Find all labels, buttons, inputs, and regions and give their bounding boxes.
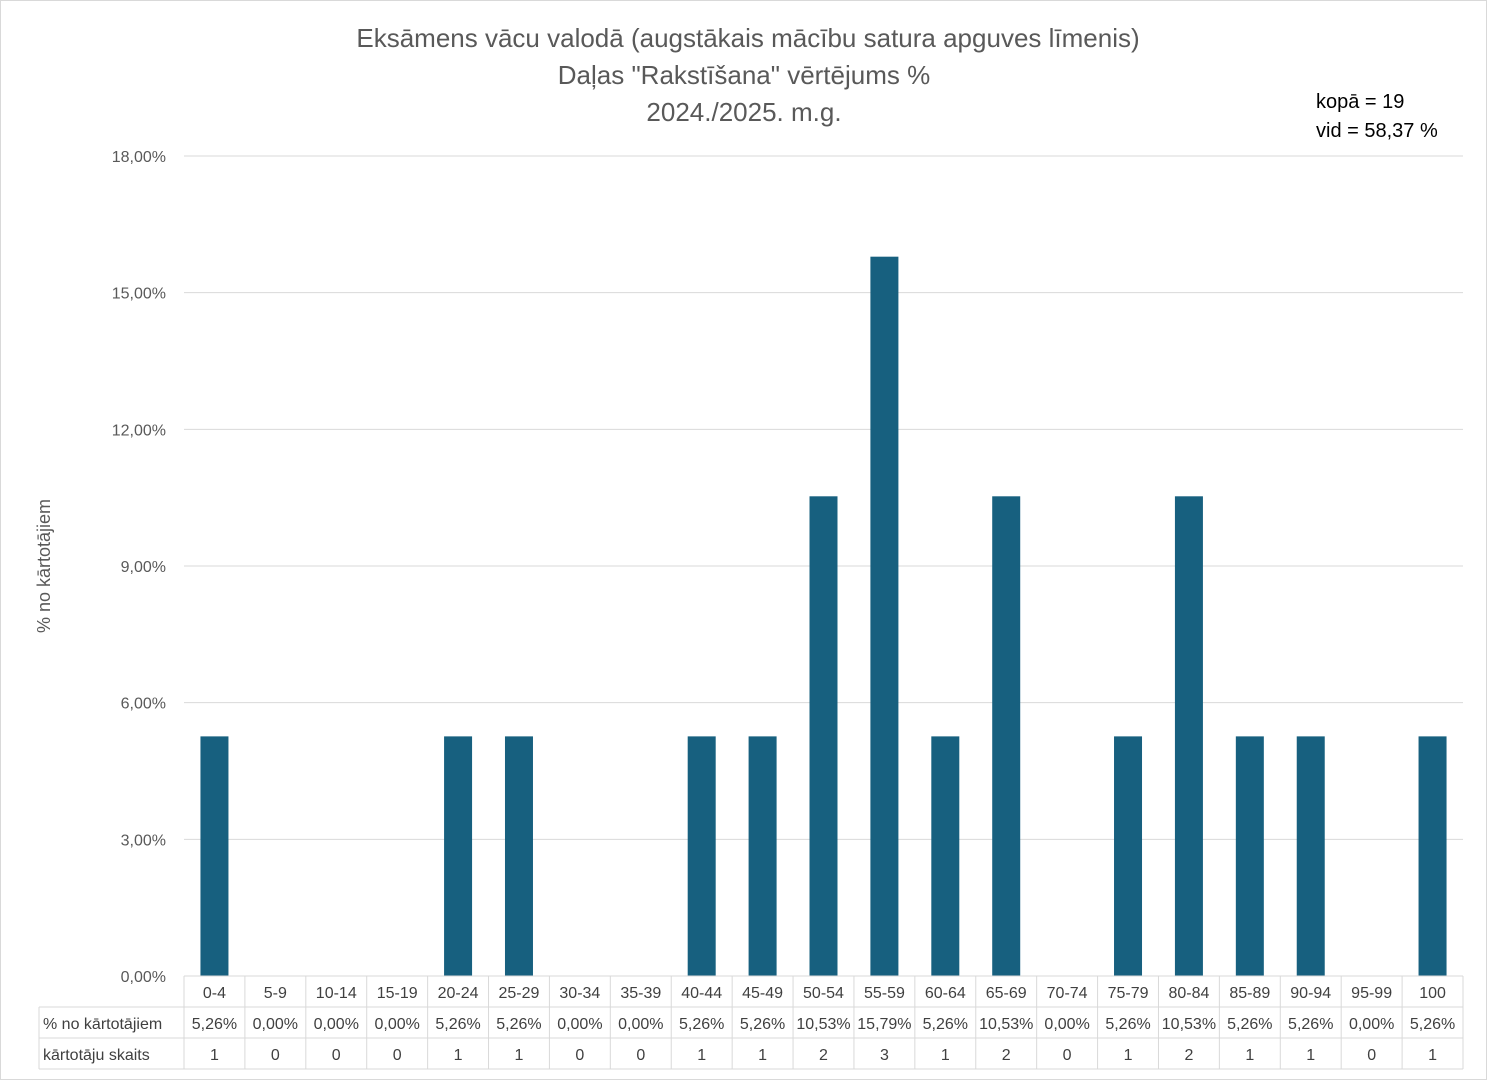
data-label-count: 1 [758,1047,767,1064]
bar-25-29 [504,736,533,976]
data-label-percent: 0,00% [253,1016,298,1033]
table-row-header-percent: % no kārtotājiem [43,1016,162,1033]
x-tick-label: 70-74 [1047,985,1088,1002]
bar-85-89 [1235,736,1264,976]
x-tick-label: 45-49 [742,985,783,1002]
bar-20-24 [444,736,473,976]
data-label-count: 0 [1367,1047,1376,1064]
data-label-count: 1 [515,1047,524,1064]
data-label-percent: 0,00% [557,1016,602,1033]
bar-50-54 [809,496,838,976]
y-tick-label: 9,00% [121,559,166,576]
data-label-count: 1 [941,1047,950,1064]
x-tick-label: 50-54 [803,985,844,1002]
chart-title-line-1: Eksāmens vācu valodā (augstākais mācību … [356,23,1139,53]
x-tick-label: 65-69 [986,985,1027,1002]
x-tick-label: 80-84 [1168,985,1209,1002]
data-label-percent: 10,53% [1162,1016,1216,1033]
x-tick-label: 40-44 [681,985,722,1002]
y-axis-label: % no kārtotājiem [34,499,54,633]
data-label-percent: 0,00% [1044,1016,1089,1033]
data-label-count: 0 [332,1047,341,1064]
data-label-percent: 5,26% [496,1016,541,1033]
bars [200,256,1447,976]
x-tick-label: 25-29 [499,985,540,1002]
data-label-percent: 5,26% [435,1016,480,1033]
data-label-percent: 0,00% [1349,1016,1394,1033]
bar-100 [1418,736,1447,976]
data-label-percent: 5,26% [1410,1016,1455,1033]
data-table: % no kārtotājiem kārtotāju skaits 0-4 5,26%… [38,975,1464,1070]
data-label-count: 0 [271,1047,280,1064]
x-tick-label: 10-14 [316,985,357,1002]
x-tick-label: 95-99 [1351,985,1392,1002]
stats-average: vid = 58,37 % [1316,120,1438,142]
x-tick-label: 100 [1419,985,1446,1002]
x-tick-label: 5-9 [264,985,287,1002]
x-tick-label: 60-64 [925,985,966,1002]
y-tick-label: 0,00% [121,969,166,986]
data-label-percent: 5,26% [679,1016,724,1033]
data-label-count: 0 [1063,1047,1072,1064]
bar-45-49 [748,736,777,976]
bar-0-4 [200,736,229,976]
bar-65-69 [992,496,1021,976]
chart-title-line-3: 2024./2025. m.g. [646,97,841,127]
y-tick-label: 12,00% [112,422,166,439]
x-tick-label: 90-94 [1290,985,1331,1002]
x-tick-label: 75-79 [1108,985,1149,1002]
data-label-percent: 15,79% [857,1016,911,1033]
stats-box: kopā = 19 vid = 58,37 % [1316,91,1438,142]
y-tick-label: 18,00% [112,149,166,166]
data-label-count: 1 [210,1047,219,1064]
y-tick-label: 15,00% [112,286,166,303]
data-label-percent: 0,00% [314,1016,359,1033]
bar-90-94 [1296,736,1325,976]
y-axis-ticks: 0,00% 3,00% 6,00% 9,00% 12,00% 15,00% 18,00% [112,149,166,986]
bar-80-84 [1174,496,1203,976]
x-tick-label: 15-19 [377,985,418,1002]
data-label-count: 1 [697,1047,706,1064]
data-label-percent: 0,00% [618,1016,663,1033]
data-label-count: 1 [454,1047,463,1064]
bar-75-79 [1114,736,1143,976]
y-tick-label: 3,00% [121,832,166,849]
data-label-percent: 10,53% [979,1016,1033,1033]
data-label-count: 3 [880,1047,889,1064]
data-label-percent: 5,26% [192,1016,237,1033]
chart-title-line-2: Daļas "Rakstīšana" vērtējums % [558,60,930,90]
data-label-percent: 5,26% [1227,1016,1272,1033]
data-label-count: 1 [1428,1047,1437,1064]
data-label-percent: 5,26% [740,1016,785,1033]
chart-title: Eksāmens vācu valodā (augstākais mācību … [356,23,1139,127]
x-tick-label: 30-34 [559,985,600,1002]
y-tick-label: 6,00% [121,696,166,713]
stats-total: kopā = 19 [1316,91,1404,113]
data-label-count: 1 [1124,1047,1133,1064]
data-label-count: 0 [636,1047,645,1064]
data-label-percent: 5,26% [1105,1016,1150,1033]
data-label-count: 1 [1306,1047,1315,1064]
data-label-count: 2 [819,1047,828,1064]
data-label-percent: 10,53% [796,1016,850,1033]
data-label-count: 2 [1002,1047,1011,1064]
x-tick-label: 85-89 [1229,985,1270,1002]
data-label-count: 0 [393,1047,402,1064]
data-label-count: 0 [575,1047,584,1064]
bar-55-59 [870,256,899,976]
data-label-count: 1 [1245,1047,1254,1064]
x-tick-label: 0-4 [203,985,226,1002]
data-label-percent: 5,26% [1288,1016,1333,1033]
data-label-count: 2 [1184,1047,1193,1064]
data-label-percent: 5,26% [923,1016,968,1033]
x-tick-label: 35-39 [620,985,661,1002]
bar-40-44 [687,736,716,976]
bar-60-64 [931,736,960,976]
data-label-percent: 0,00% [374,1016,419,1033]
x-tick-label: 20-24 [438,985,479,1002]
table-row-header-count: kārtotāju skaits [43,1047,150,1064]
x-tick-label: 55-59 [864,985,905,1002]
